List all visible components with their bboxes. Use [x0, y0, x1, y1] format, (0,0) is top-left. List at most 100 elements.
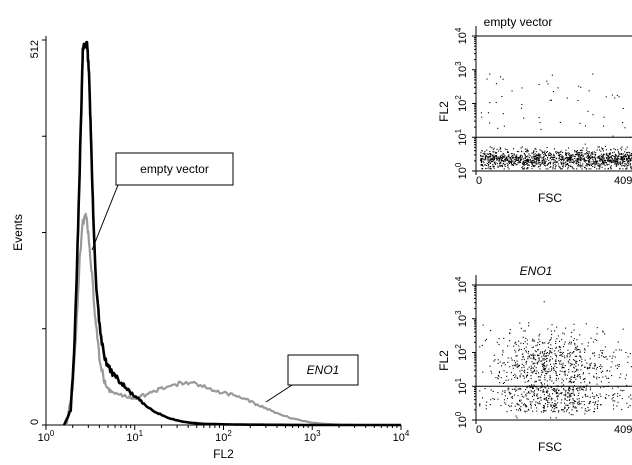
scatter-event-dot: [573, 387, 574, 388]
scatter-event-dot: [539, 164, 540, 165]
scatter-event-dot: [587, 396, 588, 397]
scatter-event-dot: [546, 391, 547, 392]
scatter-event-dot: [569, 412, 570, 413]
scatter-event-dot: [527, 369, 528, 370]
scatter-event-dot: [578, 152, 579, 153]
scatter-event-dot: [537, 345, 538, 346]
scatter-event-dot: [574, 343, 575, 344]
scatter-event-dot: [621, 147, 622, 148]
scatter-event-dot: [522, 396, 523, 397]
scatter-event-dot: [630, 405, 631, 406]
scatter-y-tick-label: 104: [454, 276, 469, 293]
scatter-event-dot: [522, 359, 523, 360]
scatter-event-dot: [586, 152, 587, 153]
scatter-event-dot: [550, 155, 551, 156]
scatter-event-dot: [521, 108, 522, 109]
scatter-event-dot: [626, 403, 627, 404]
scatter-event-dot: [556, 356, 557, 357]
scatter-event-dot: [543, 412, 544, 413]
scatter-event-dot: [511, 410, 512, 411]
scatter-event-dot: [623, 390, 624, 391]
scatter-event-dot: [519, 323, 520, 324]
scatter-event-dot: [556, 347, 557, 348]
scatter-event-dot: [507, 163, 508, 164]
scatter-event-dot: [550, 162, 551, 163]
scatter-event-dot: [498, 359, 499, 360]
x-tick-label-base: 10: [304, 432, 316, 444]
scatter-event-dot: [534, 386, 535, 387]
scatter-event-dot: [533, 157, 534, 158]
scatter-y-tick-label: 100: [454, 162, 469, 179]
scatter-event-dot: [534, 161, 535, 162]
scatter-event-dot: [556, 392, 557, 393]
scatter-event-dot: [482, 397, 483, 398]
scatter-event-dot: [563, 166, 564, 167]
scatter-event-dot: [582, 397, 583, 398]
scatter-event-dot: [614, 158, 615, 159]
scatter-event-dot: [492, 154, 493, 155]
scatter-event-dot: [548, 398, 549, 399]
scatter-event-dot: [563, 165, 564, 166]
scatter-event-dot: [565, 373, 566, 374]
scatter-event-dot: [547, 406, 548, 407]
scatter-event-dot: [619, 395, 620, 396]
scatter-event-dot: [587, 367, 588, 368]
scatter-event-dot: [621, 149, 622, 150]
scatter-event-dot: [503, 383, 504, 384]
scatter-event-dot: [540, 380, 541, 381]
scatter-event-dot: [522, 156, 523, 157]
scatter-event-dot: [573, 367, 574, 368]
scatter-event-dot: [543, 154, 544, 155]
scatter-event-dot: [610, 149, 611, 150]
scatter-event-dot: [548, 371, 549, 372]
scatter-event-dot: [484, 151, 485, 152]
scatter-event-dot: [491, 390, 492, 391]
scatter-title: ENO1: [520, 264, 553, 278]
scatter-event-dot: [582, 365, 583, 366]
scatter-event-dot: [569, 342, 570, 343]
scatter-event-dot: [544, 353, 545, 354]
scatter-event-dot: [623, 108, 624, 109]
scatter-event-dot: [590, 164, 591, 165]
scatter-event-dot: [509, 333, 510, 334]
scatter-event-dot: [584, 158, 585, 159]
scatter-event-dot: [590, 155, 591, 156]
scatter-event-dot: [531, 384, 532, 385]
scatter-event-dot: [596, 333, 597, 334]
scatter-event-dot: [525, 151, 526, 152]
scatter-event-dot: [625, 156, 626, 157]
scatter-event-dot: [481, 112, 482, 113]
scatter-event-dot: [527, 343, 528, 344]
scatter-event-dot: [568, 396, 569, 397]
scatter-event-dot: [599, 146, 600, 147]
scatter-event-dot: [627, 158, 628, 159]
scatter-event-dot: [506, 376, 507, 377]
scatter-event-dot: [597, 327, 598, 328]
scatter-event-dot: [536, 155, 537, 156]
scatter-event-dot: [555, 341, 556, 342]
scatter-event-dot: [532, 387, 533, 388]
scatter-event-dot: [620, 168, 621, 169]
scatter-event-dot: [586, 163, 587, 164]
scatter-event-dot: [615, 154, 616, 155]
scatter-event-dot: [614, 400, 615, 401]
scatter-event-dot: [524, 367, 525, 368]
scatter-event-dot: [567, 164, 568, 165]
scatter-event-dot: [504, 168, 505, 169]
scatter-event-dot: [531, 156, 532, 157]
scatter-event-dot: [559, 158, 560, 159]
scatter-event-dot: [541, 374, 542, 375]
scatter-event-dot: [505, 149, 506, 150]
scatter-event-dot: [567, 409, 568, 410]
scatter-event-dot: [521, 394, 522, 395]
scatter-event-dot: [544, 161, 545, 162]
scatter-event-dot: [589, 153, 590, 154]
scatter-event-dot: [552, 389, 553, 390]
scatter-event-dot: [524, 359, 525, 360]
scatter-event-dot: [599, 160, 600, 161]
scatter-event-dot: [518, 366, 519, 367]
scatter-event-dot: [551, 399, 552, 400]
scatter-event-dot: [509, 366, 510, 367]
scatter-event-dot: [569, 399, 570, 400]
scatter-event-dot: [496, 155, 497, 156]
